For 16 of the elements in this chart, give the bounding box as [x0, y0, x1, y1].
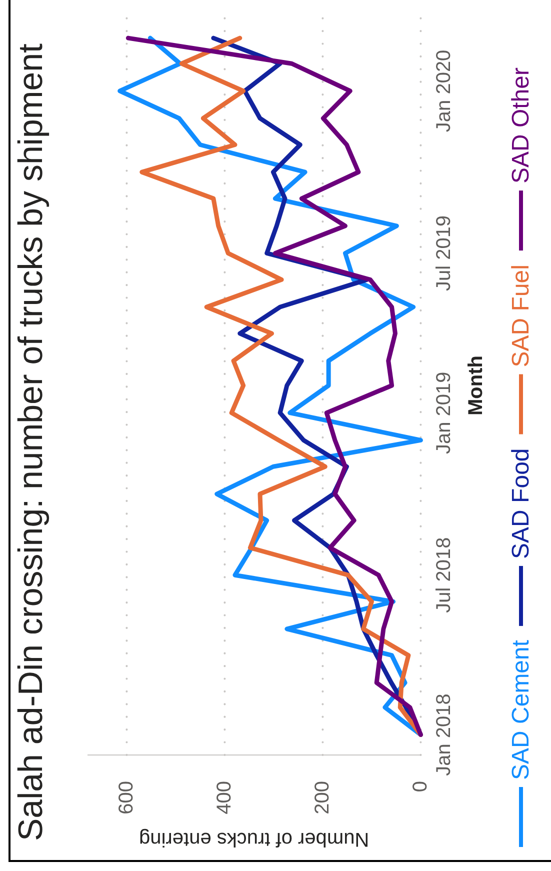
x-tick-label: 200	[312, 781, 334, 814]
x-tick-label: 0	[410, 781, 432, 792]
text: SAD Fuel	[508, 264, 534, 368]
y-tick-label: Jan 2020	[433, 50, 455, 132]
y-tick-label: Jul 2018	[433, 537, 455, 613]
y-tick-label: Jan 2019	[433, 372, 455, 454]
text: SAD Other	[508, 67, 534, 184]
text: SAD Food	[508, 448, 534, 559]
x-tick-label: 400	[214, 781, 236, 814]
x-tick-label: 600	[116, 781, 138, 814]
text: Salah ad-Din crossing: number of trucks by shipment	[12, 42, 50, 841]
x-axis-title: Number of trucks entering	[139, 828, 370, 850]
text: SAD Cement	[508, 640, 534, 780]
y-tick-label: Jan 2018	[433, 694, 455, 776]
y-axis-title: Month	[465, 356, 487, 416]
y-tick-label: Jul 2019	[433, 215, 455, 292]
